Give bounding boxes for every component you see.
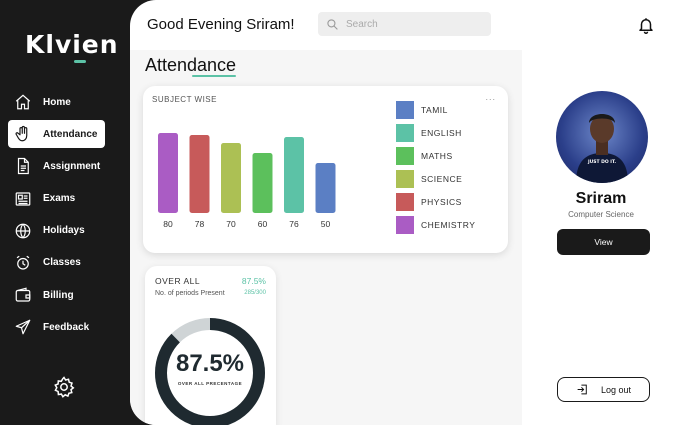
subject-wise-card: SUBJECT WISE ... 80 78 70 60 76 50 TAMIL ENGLI… bbox=[143, 86, 508, 253]
legend-swatch bbox=[396, 101, 414, 119]
bell-icon[interactable] bbox=[637, 16, 655, 34]
legend-item-science: SCIENCE bbox=[396, 170, 475, 188]
shirt-text: JUST DO IT. bbox=[587, 159, 616, 165]
logout-button[interactable]: Log out bbox=[557, 377, 650, 402]
legend-item-english: ENGLISH bbox=[396, 124, 475, 142]
legend-label: MATHS bbox=[421, 151, 453, 161]
sidebar-item-label: Holidays bbox=[43, 225, 85, 237]
donut-center-value: 87.5% bbox=[175, 350, 245, 377]
sidebar-item-label: Feedback bbox=[43, 321, 90, 333]
bar-physics[interactable] bbox=[189, 135, 210, 213]
overall-label: OVER ALL bbox=[155, 276, 201, 286]
app-logo[interactable]: Klvien bbox=[25, 30, 119, 63]
overall-donut-chart bbox=[155, 318, 265, 425]
more-options-icon[interactable]: ... bbox=[485, 92, 496, 102]
search-input[interactable] bbox=[346, 18, 476, 30]
bar-science[interactable] bbox=[221, 143, 241, 213]
sidebar-item-feedback[interactable]: Feedback bbox=[8, 313, 140, 341]
gear-icon[interactable] bbox=[52, 375, 76, 399]
home-icon bbox=[13, 92, 33, 112]
avatar-photo: JUST DO IT. bbox=[576, 114, 628, 183]
sidebar-item-holidays[interactable]: Holidays bbox=[8, 217, 140, 245]
sidebar-item-home[interactable]: Home bbox=[8, 88, 140, 116]
search-bar[interactable] bbox=[318, 12, 491, 36]
legend-label: CHEMISTRY bbox=[421, 220, 476, 230]
legend-swatch bbox=[396, 216, 414, 234]
legend-swatch bbox=[396, 124, 414, 142]
legend-label: PHYSICS bbox=[421, 197, 462, 207]
profile-name: Sriram bbox=[575, 190, 627, 207]
view-profile-button[interactable]: View bbox=[557, 229, 650, 255]
sidebar-item-label: Attendance bbox=[43, 128, 98, 140]
legend-item-maths: MATHS bbox=[396, 147, 475, 165]
sidebar-item-label: Billing bbox=[43, 289, 74, 301]
sidebar-item-assignment[interactable]: Assignment bbox=[8, 152, 140, 180]
legend-item-physics: PHYSICS bbox=[396, 193, 475, 211]
legend-swatch bbox=[396, 147, 414, 165]
bar-tamil[interactable] bbox=[315, 163, 336, 213]
page-title: Attendance bbox=[145, 55, 237, 75]
sidebar-item-billing[interactable]: Billing bbox=[8, 281, 140, 309]
logo-text: Klvien bbox=[25, 30, 119, 59]
profile-department: Computer Science bbox=[568, 210, 634, 219]
legend-swatch bbox=[396, 193, 414, 211]
logout-icon bbox=[577, 384, 587, 395]
bar-value-label: 50 bbox=[321, 219, 331, 229]
sidebar-item-label: Classes bbox=[43, 257, 81, 269]
send-icon bbox=[13, 317, 33, 337]
overall-card: OVER ALL 87.5% No. of periods Present 28… bbox=[145, 266, 276, 425]
avatar[interactable]: JUST DO IT. bbox=[556, 91, 648, 183]
donut-center-label: OVER ALL PRECENTAGE bbox=[177, 381, 243, 386]
periods-present-fraction: 285/300 bbox=[244, 290, 266, 296]
card-label: SUBJECT WISE bbox=[152, 95, 217, 104]
logo-accent bbox=[74, 60, 86, 63]
sidebar-nav: Home Attendance Assignment Exams Holiday… bbox=[8, 88, 140, 346]
bar-value-label: 80 bbox=[163, 219, 173, 229]
bar-value-label: 76 bbox=[289, 219, 299, 229]
profile-panel: JUST DO IT. Sriram Computer Science View… bbox=[522, 50, 680, 425]
hand-icon bbox=[13, 124, 33, 144]
periods-present-label: No. of periods Present bbox=[155, 290, 225, 297]
bar-value-label: 60 bbox=[258, 219, 268, 229]
legend-item-tamil: TAMIL bbox=[396, 101, 475, 119]
bar-chemistry[interactable] bbox=[158, 133, 178, 213]
bar-english[interactable] bbox=[284, 137, 304, 213]
legend-swatch bbox=[396, 170, 414, 188]
wallet-icon bbox=[13, 285, 33, 305]
ball-icon bbox=[13, 221, 33, 241]
sidebar-item-exams[interactable]: Exams bbox=[8, 185, 140, 213]
sidebar-item-attendance[interactable]: Attendance bbox=[8, 120, 105, 149]
logout-label: Log out bbox=[600, 384, 632, 395]
donut-progress-arc bbox=[155, 318, 265, 425]
sidebar-item-classes[interactable]: Classes bbox=[8, 249, 140, 277]
greeting-text: Good Evening Sriram! bbox=[147, 16, 295, 33]
newspaper-icon bbox=[13, 189, 33, 209]
legend-label: SCIENCE bbox=[421, 174, 463, 184]
bar-value-label: 78 bbox=[195, 219, 205, 229]
chart-legend: TAMIL ENGLISH MATHS SCIENCE PHYSICS CHEMISTRY bbox=[396, 101, 475, 239]
search-icon bbox=[327, 18, 338, 30]
overall-percent: 87.5% bbox=[241, 276, 266, 286]
sidebar: Klvien Home Attendance Assignment Exa bbox=[0, 0, 150, 425]
main-panel: Good Evening Sriram! Attendance SUBJECT … bbox=[130, 0, 680, 425]
document-icon bbox=[13, 156, 33, 176]
alarm-icon bbox=[13, 253, 33, 273]
bar-value-label: 70 bbox=[226, 219, 236, 229]
sidebar-item-label: Home bbox=[43, 96, 71, 108]
title-underline bbox=[192, 75, 236, 77]
sidebar-item-label: Assignment bbox=[43, 160, 101, 172]
sidebar-item-label: Exams bbox=[43, 193, 76, 205]
bar-maths[interactable] bbox=[252, 153, 273, 213]
legend-label: ENGLISH bbox=[421, 128, 462, 138]
legend-item-chemistry: CHEMISTRY bbox=[396, 216, 475, 234]
subject-bar-chart: 80 78 70 60 76 50 bbox=[158, 133, 336, 229]
legend-label: TAMIL bbox=[421, 105, 448, 115]
